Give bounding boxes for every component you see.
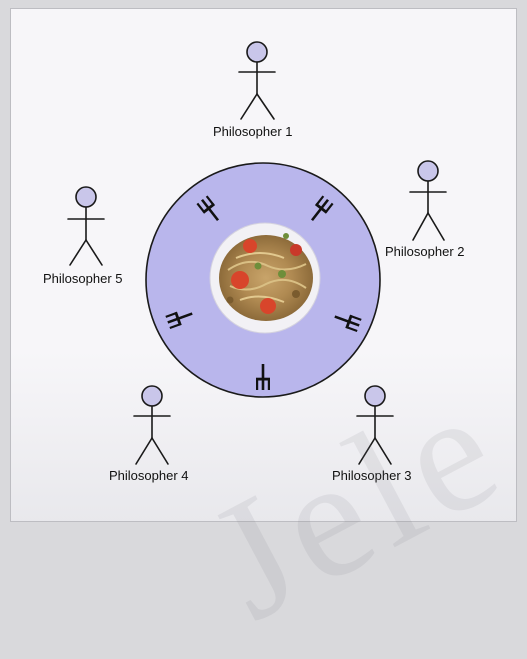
philosopher-5-label: Philosopher 5 bbox=[43, 271, 123, 286]
spaghetti-plate bbox=[209, 222, 321, 334]
philosopher-1-label: Philosopher 1 bbox=[213, 124, 293, 139]
dining-philosophers-diagram bbox=[67, 41, 447, 465]
philosopher-4-figure bbox=[133, 385, 171, 465]
philosopher-2-figure bbox=[409, 160, 447, 241]
philosopher-5-figure bbox=[67, 186, 105, 266]
philosopher-1-figure bbox=[238, 41, 276, 120]
philosopher-3-figure bbox=[356, 385, 394, 465]
philosopher-2-label: Philosopher 2 bbox=[385, 244, 465, 259]
philosopher-3-label: Philosopher 3 bbox=[332, 468, 412, 483]
philosopher-4-label: Philosopher 4 bbox=[109, 468, 189, 483]
